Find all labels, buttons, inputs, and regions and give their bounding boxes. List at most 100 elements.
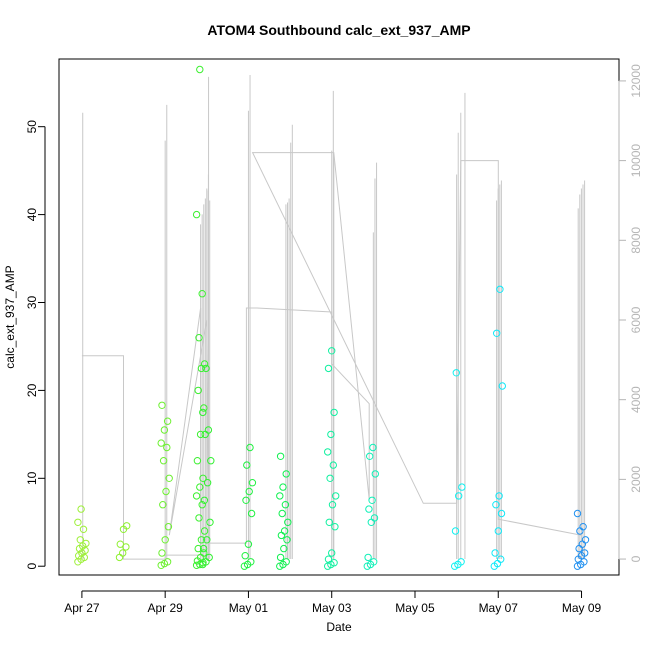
data-point [324, 448, 332, 456]
data-point [207, 457, 215, 465]
data-point [164, 523, 173, 531]
data-point [330, 559, 338, 567]
data-point [159, 457, 168, 465]
data-point [163, 558, 172, 566]
data-point [581, 536, 590, 544]
data-point [369, 443, 377, 452]
data-point [248, 479, 257, 487]
data-point [497, 555, 505, 563]
data-point [332, 492, 340, 500]
data-point [157, 439, 165, 447]
chart-title: ATOM4 Southbound calc_ext_937_AMP [207, 22, 470, 38]
data-point [243, 461, 251, 469]
data-point [192, 492, 201, 500]
y-tick-label: 40 [25, 208, 39, 222]
data-point [194, 544, 202, 553]
data-point [324, 364, 333, 373]
y-tick-label: 30 [25, 296, 39, 310]
data-point [327, 430, 335, 439]
data-point [324, 555, 333, 563]
data-point [281, 501, 290, 509]
data-point [364, 553, 372, 562]
data-point [192, 210, 201, 219]
data-point [452, 369, 460, 377]
data-point [246, 443, 254, 452]
data-point [284, 518, 292, 526]
data-point [496, 285, 504, 293]
data-point [329, 461, 337, 469]
y-axis-label: calc_ext_937_AMP [3, 265, 17, 368]
data-point [203, 536, 211, 544]
data-point [282, 558, 290, 566]
y2-tick-label: 8000 [629, 227, 643, 254]
data-point [200, 496, 209, 504]
data-point [371, 470, 379, 478]
data-point [247, 558, 255, 566]
data-point [451, 527, 460, 535]
data-point [195, 514, 203, 522]
x-tick-label: Apr 27 [64, 601, 100, 615]
data-point [202, 364, 210, 373]
y2-tick-label: 4000 [629, 386, 643, 413]
data-point [491, 549, 499, 557]
data-point [158, 401, 166, 409]
data-point [162, 487, 170, 496]
data-point [82, 539, 90, 548]
data-point [196, 430, 205, 439]
data-point [455, 492, 463, 500]
data-point [200, 404, 208, 412]
y-axis: 0 10 20 30 40 50 [25, 120, 46, 570]
data-point [79, 525, 88, 533]
data-point [492, 501, 500, 509]
data-point [116, 540, 125, 548]
data-point [199, 544, 208, 553]
data-point [242, 496, 250, 504]
data-point [205, 553, 213, 562]
data-point [200, 360, 209, 368]
data-point [160, 426, 169, 434]
data-point [197, 536, 206, 544]
data-point [458, 483, 466, 491]
data-point [165, 474, 173, 482]
primary-series [74, 65, 590, 570]
data-point [326, 474, 334, 482]
data-point [328, 501, 337, 509]
y2-tick-label: 6000 [629, 306, 643, 333]
y2-tick-label: 0 [629, 555, 643, 562]
data-point [196, 483, 204, 491]
data-point [282, 470, 290, 478]
data-point [123, 522, 131, 530]
data-point [161, 536, 169, 544]
data-point [195, 334, 203, 342]
y-tick-label: 10 [25, 471, 39, 485]
y2-tick-label: 12000 [629, 64, 643, 98]
data-point [198, 501, 206, 509]
data-point [325, 518, 333, 526]
data-point [368, 496, 376, 504]
data-point [247, 509, 256, 518]
x-axis-label: Date [326, 620, 352, 634]
data-point [280, 527, 289, 535]
data-point [76, 536, 85, 544]
data-point [200, 527, 209, 535]
data-point [163, 443, 171, 452]
data-point [276, 553, 285, 562]
data-point [497, 509, 506, 518]
secondary-series [81, 74, 586, 560]
y2-axis: 0 2000 4000 6000 8000 10000 12000 [618, 64, 643, 562]
data-point [196, 65, 204, 74]
data-point [328, 549, 336, 557]
data-point [245, 487, 253, 496]
data-point [159, 501, 167, 509]
x-tick-label: May 07 [479, 601, 519, 615]
data-point [579, 523, 587, 531]
data-point [573, 509, 582, 518]
data-point [203, 479, 212, 487]
data-point [163, 417, 172, 425]
data-point [279, 483, 287, 491]
data-point [493, 329, 501, 337]
data-point [370, 514, 379, 522]
data-point [365, 505, 373, 513]
x-tick-label: May 03 [312, 601, 352, 615]
data-point [370, 558, 378, 566]
